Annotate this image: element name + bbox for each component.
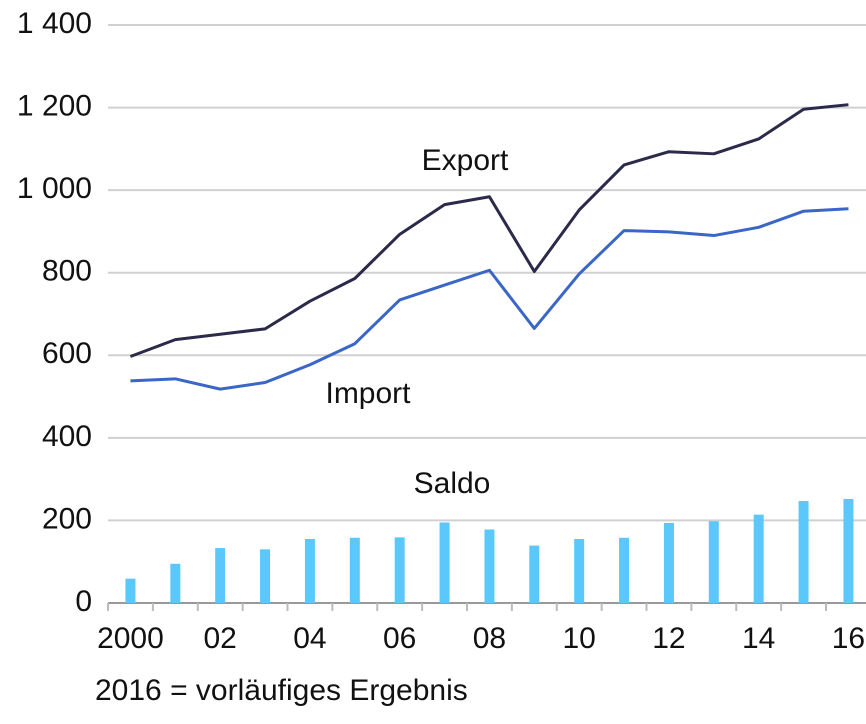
x-tick-label: 10 (563, 622, 596, 655)
bar (798, 501, 809, 603)
series-label: Export (422, 144, 509, 177)
bar (439, 522, 450, 603)
line (129, 103, 849, 358)
bar (619, 537, 630, 603)
bar (529, 545, 540, 603)
bar (708, 521, 719, 603)
y-tick-label: 400 (42, 420, 92, 453)
x-tick-label: 12 (652, 622, 685, 655)
bar (170, 563, 181, 603)
x-tick-label: 04 (293, 622, 326, 655)
footnote: 2016 = vorläufiges Ergebnis (95, 674, 468, 707)
y-tick-label: 600 (42, 337, 92, 370)
y-tick-label: 1 400 (17, 7, 92, 40)
y-tick-label: 1 000 (17, 172, 92, 205)
bar (663, 522, 674, 603)
bar (349, 537, 360, 603)
bar (574, 539, 585, 603)
bar (125, 578, 136, 603)
y-tick-label: 0 (75, 585, 92, 618)
y-tick-label: 1 200 (17, 89, 92, 122)
bar (843, 498, 854, 603)
bar (215, 548, 226, 603)
bar (394, 537, 405, 603)
x-tick-label: 2000 (97, 622, 164, 655)
x-tick-label: 16 (832, 622, 865, 655)
bar (484, 529, 495, 603)
bar (753, 514, 764, 603)
y-tick-label: 200 (42, 502, 92, 535)
y-tick-label: 800 (42, 255, 92, 288)
x-tick-label: 08 (473, 622, 506, 655)
x-tick-label: 14 (742, 622, 775, 655)
x-tick-label: 02 (204, 622, 237, 655)
bar (304, 539, 315, 603)
line (130, 207, 849, 391)
series-label: Import (325, 377, 411, 410)
series-label: Saldo (414, 467, 491, 500)
x-tick-label: 06 (383, 622, 416, 655)
bar (260, 549, 271, 603)
